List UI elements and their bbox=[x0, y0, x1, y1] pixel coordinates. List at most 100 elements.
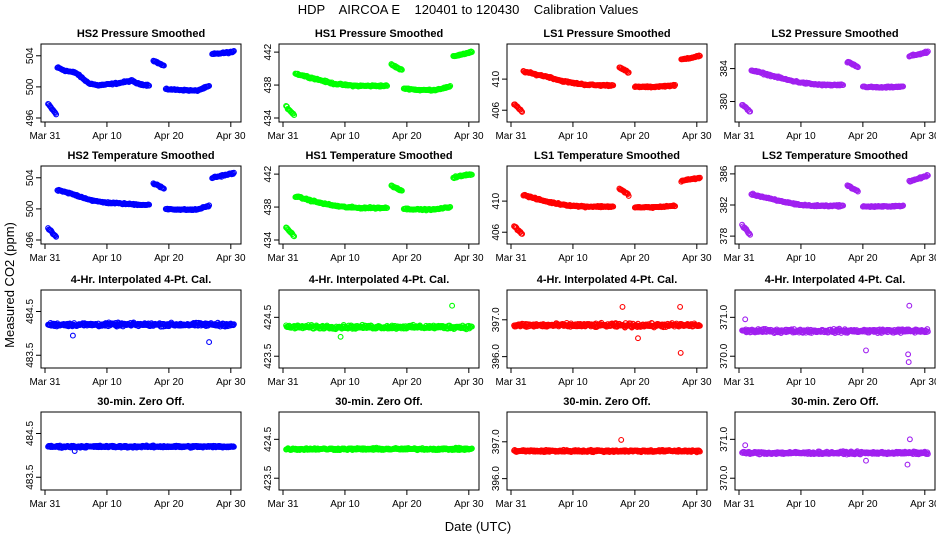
x-tick-label: Apr 10 bbox=[558, 377, 588, 388]
x-tick-label: Apr 30 bbox=[910, 377, 936, 388]
y-tick-label: 500 bbox=[25, 78, 36, 95]
x-tick-label: Apr 20 bbox=[154, 253, 184, 264]
panel-title: 30-min. Zero Off. bbox=[791, 396, 878, 408]
x-tick-label: Mar 31 bbox=[29, 377, 61, 388]
y-tick-label: 483.5 bbox=[25, 464, 36, 489]
data-point bbox=[924, 172, 931, 179]
x-tick-label: Apr 10 bbox=[330, 131, 360, 142]
data-point bbox=[446, 83, 453, 90]
data-point bbox=[53, 233, 60, 240]
plot-frame bbox=[278, 165, 480, 245]
plot-frame bbox=[506, 411, 708, 491]
panel-title: 30-min. Zero Off. bbox=[335, 396, 422, 408]
data-point bbox=[610, 82, 617, 89]
panel-10: 4-Hr. Interpolated 4-Pt. Cal. 423.5 424.5 M… bbox=[263, 274, 484, 388]
panel-title: LS1 Temperature Smoothed bbox=[534, 150, 680, 162]
x-tick-label: Apr 10 bbox=[330, 377, 360, 388]
figure-xlabel: Date (UTC) bbox=[445, 519, 511, 534]
data-point bbox=[924, 326, 931, 333]
data-point bbox=[747, 108, 754, 115]
y-tick-label: 380 bbox=[719, 93, 730, 110]
x-tick-label: Apr 10 bbox=[330, 499, 360, 510]
x-tick-label: Apr 20 bbox=[848, 499, 878, 510]
panel-2: HS1 Pressure Smoothed 434 438 442 Mar 31 Apr … bbox=[263, 28, 484, 142]
y-tick-label: 504 bbox=[25, 47, 36, 64]
data-point bbox=[468, 323, 475, 330]
x-tick-label: Apr 10 bbox=[558, 253, 588, 264]
x-tick-label: Apr 20 bbox=[620, 253, 650, 264]
plot-frame bbox=[278, 289, 480, 369]
outlier-point bbox=[337, 333, 344, 340]
data-point bbox=[854, 64, 861, 71]
plot-frame bbox=[506, 289, 708, 369]
outlier-point bbox=[905, 351, 912, 358]
outlier-point bbox=[863, 347, 869, 354]
data-point bbox=[468, 49, 475, 55]
data-point bbox=[696, 175, 703, 182]
data-point bbox=[519, 230, 526, 237]
x-tick-label: Apr 20 bbox=[392, 499, 422, 510]
panel-7: LS1 Temperature Smoothed 406 410 Mar 31 Apr … bbox=[491, 150, 712, 264]
x-tick-label: Apr 10 bbox=[330, 253, 360, 264]
data-point bbox=[900, 83, 907, 90]
data-points bbox=[739, 436, 931, 468]
outlier-point bbox=[618, 436, 625, 443]
panel-6: HS1 Temperature Smoothed 434 438 442 Mar 31 A… bbox=[263, 150, 484, 264]
y-tick-label: 397.0 bbox=[491, 429, 502, 454]
data-points bbox=[45, 169, 237, 240]
data-point bbox=[840, 82, 847, 89]
data-point bbox=[206, 82, 213, 89]
panel-4: LS2 Pressure Smoothed 380 384 Mar 31 Apr 10 A… bbox=[719, 28, 936, 142]
outlier-point bbox=[904, 461, 911, 468]
y-tick-label: 370.0 bbox=[719, 465, 730, 490]
outlier-point bbox=[906, 302, 913, 309]
data-point bbox=[291, 112, 298, 119]
panel-title: 30-min. Zero Off. bbox=[563, 396, 650, 408]
y-tick-label: 442 bbox=[263, 165, 274, 182]
data-points bbox=[511, 52, 703, 115]
x-tick-label: Apr 20 bbox=[848, 377, 878, 388]
x-tick-label: Mar 31 bbox=[29, 253, 61, 264]
x-tick-label: Mar 31 bbox=[495, 131, 527, 142]
y-tick-label: 382 bbox=[719, 196, 730, 213]
plot-frame bbox=[734, 43, 936, 123]
y-tick-label: 423.5 bbox=[263, 343, 274, 368]
data-point bbox=[468, 171, 475, 178]
plot-frame bbox=[734, 411, 936, 491]
x-tick-label: Apr 20 bbox=[154, 131, 184, 142]
figure-ylabel: Measured CO2 (ppm) bbox=[2, 222, 17, 348]
x-tick-label: Mar 31 bbox=[267, 131, 299, 142]
y-tick-label: 438 bbox=[263, 76, 274, 93]
data-point bbox=[229, 49, 236, 56]
x-tick-label: Apr 20 bbox=[848, 253, 878, 264]
plot-frame bbox=[506, 165, 708, 245]
plot-frame bbox=[40, 289, 242, 369]
data-point bbox=[291, 233, 298, 240]
outlier-point bbox=[677, 303, 684, 310]
x-tick-label: Apr 30 bbox=[454, 131, 484, 142]
outlier-point bbox=[619, 303, 626, 310]
data-points bbox=[283, 302, 475, 340]
data-points bbox=[45, 442, 237, 454]
x-tick-label: Mar 31 bbox=[29, 499, 61, 510]
x-tick-label: Apr 30 bbox=[216, 499, 246, 510]
data-point bbox=[610, 203, 617, 210]
figure-title: HDP AIRCOA E 120401 to 120430 Calibratio… bbox=[298, 2, 639, 17]
x-tick-label: Apr 10 bbox=[92, 131, 122, 142]
y-tick-label: 386 bbox=[719, 165, 730, 182]
data-points bbox=[511, 436, 703, 456]
plot-frame bbox=[278, 43, 480, 123]
x-tick-label: Apr 10 bbox=[786, 499, 816, 510]
data-point bbox=[924, 48, 931, 55]
x-tick-label: Mar 31 bbox=[495, 377, 527, 388]
panel-title: LS2 Pressure Smoothed bbox=[771, 28, 898, 40]
x-tick-label: Mar 31 bbox=[267, 499, 299, 510]
x-tick-label: Apr 20 bbox=[392, 131, 422, 142]
x-tick-label: Mar 31 bbox=[495, 253, 527, 264]
data-point bbox=[398, 66, 405, 73]
x-tick-label: Apr 10 bbox=[786, 131, 816, 142]
panels-grid: HS2 Pressure Smoothed 496 500 504 Mar 31 Apr … bbox=[25, 28, 936, 510]
y-tick-label: 500 bbox=[25, 200, 36, 217]
panel-5: HS2 Temperature Smoothed 496 500 504 Mar 31 A… bbox=[25, 150, 246, 264]
outlier-point bbox=[71, 448, 78, 454]
